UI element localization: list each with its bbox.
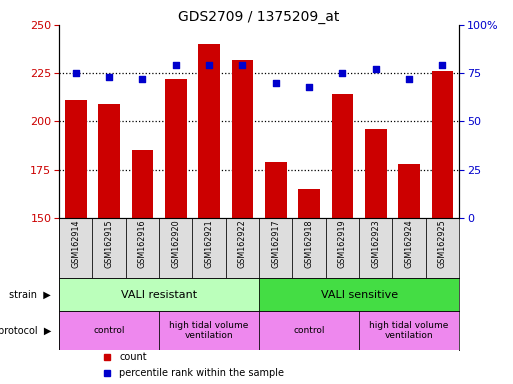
Bar	[98, 104, 120, 384]
Bar	[226, 218, 259, 278]
Text: control: control	[293, 326, 325, 335]
Text: GSM162918: GSM162918	[305, 220, 313, 268]
Bar	[259, 311, 359, 350]
Text: GSM162914: GSM162914	[71, 220, 80, 268]
Text: GSM162921: GSM162921	[205, 220, 213, 268]
Point	[171, 62, 180, 68]
Bar	[359, 311, 459, 350]
Text: GSM162920: GSM162920	[171, 220, 180, 268]
Point	[371, 66, 380, 72]
Bar	[65, 100, 87, 384]
Title: GDS2709 / 1375209_at: GDS2709 / 1375209_at	[179, 10, 340, 24]
Text: GSM162924: GSM162924	[405, 220, 413, 268]
Bar	[131, 150, 153, 384]
Point	[405, 76, 413, 82]
Text: GSM162922: GSM162922	[238, 220, 247, 268]
Bar	[259, 278, 459, 311]
Point	[71, 70, 80, 76]
Text: GSM162915: GSM162915	[105, 220, 113, 268]
Bar	[198, 44, 220, 384]
Bar	[431, 71, 453, 384]
Text: protocol  ▶: protocol ▶	[0, 326, 51, 336]
Bar	[59, 218, 92, 278]
Text: VALI sensitive: VALI sensitive	[321, 290, 398, 300]
Point	[205, 62, 213, 68]
Bar	[426, 218, 459, 278]
Text: high tidal volume
ventilation: high tidal volume ventilation	[169, 321, 249, 340]
Text: GSM162917: GSM162917	[271, 220, 280, 268]
Bar	[192, 218, 226, 278]
Bar	[398, 164, 420, 384]
Point	[438, 62, 446, 68]
Bar	[159, 218, 192, 278]
Bar	[292, 218, 326, 278]
Text: VALI resistant: VALI resistant	[121, 290, 197, 300]
Text: GSM162916: GSM162916	[138, 220, 147, 268]
Bar	[92, 218, 126, 278]
Text: GSM162925: GSM162925	[438, 220, 447, 268]
Bar	[331, 94, 353, 384]
Text: percentile rank within the sample: percentile rank within the sample	[119, 369, 284, 379]
Point	[105, 74, 113, 80]
Text: count: count	[119, 351, 147, 361]
Bar	[326, 218, 359, 278]
Bar	[165, 79, 187, 384]
Bar	[231, 60, 253, 384]
Bar	[298, 189, 320, 384]
Text: high tidal volume
ventilation: high tidal volume ventilation	[369, 321, 449, 340]
Bar	[126, 218, 159, 278]
Point	[305, 84, 313, 90]
Bar	[365, 129, 387, 384]
Bar	[59, 311, 159, 350]
Text: GSM162923: GSM162923	[371, 220, 380, 268]
Bar	[392, 218, 426, 278]
Point	[339, 70, 347, 76]
Bar	[359, 218, 392, 278]
Point	[238, 62, 246, 68]
Text: control: control	[93, 326, 125, 335]
Bar	[59, 278, 259, 311]
Bar	[259, 218, 292, 278]
Text: GSM162919: GSM162919	[338, 220, 347, 268]
Bar	[159, 311, 259, 350]
Point	[139, 76, 147, 82]
Bar	[265, 162, 287, 384]
Text: strain  ▶: strain ▶	[9, 290, 51, 300]
Point	[272, 80, 280, 86]
